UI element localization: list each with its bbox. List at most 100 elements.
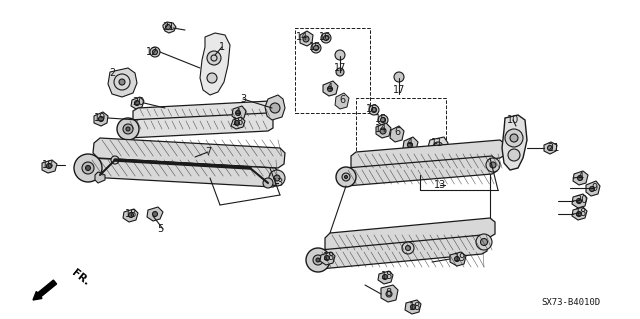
Text: 18: 18 [125,209,137,219]
Circle shape [74,154,102,182]
Text: 13: 13 [272,178,284,188]
Circle shape [476,234,492,250]
Polygon shape [300,31,313,46]
Circle shape [547,145,552,151]
Circle shape [86,166,90,170]
Circle shape [126,127,130,131]
Circle shape [510,134,518,142]
Circle shape [380,128,386,134]
Polygon shape [586,181,600,196]
Circle shape [306,248,330,272]
Circle shape [311,43,321,53]
Circle shape [234,121,239,125]
Circle shape [378,115,388,125]
Text: 21: 21 [162,22,174,32]
Polygon shape [133,101,275,125]
Polygon shape [200,33,230,95]
Circle shape [336,68,344,76]
Polygon shape [544,142,557,154]
Circle shape [433,142,443,152]
Circle shape [406,246,410,250]
Circle shape [342,173,350,181]
Circle shape [207,51,221,65]
Circle shape [269,170,285,186]
Text: SX73-B4010D: SX73-B4010D [541,298,600,307]
Polygon shape [341,156,497,186]
Polygon shape [131,97,144,109]
Text: 18: 18 [323,252,335,262]
Polygon shape [123,209,138,222]
Polygon shape [403,137,418,152]
Text: 19: 19 [94,113,106,123]
Polygon shape [378,271,393,284]
Circle shape [323,35,328,41]
Polygon shape [123,113,273,138]
Text: 6: 6 [339,95,345,105]
Circle shape [117,118,139,140]
Polygon shape [147,207,163,221]
Polygon shape [265,95,285,120]
Polygon shape [351,140,505,170]
Circle shape [394,72,404,82]
Circle shape [236,110,241,115]
Text: 18: 18 [409,302,421,312]
Circle shape [577,175,582,181]
Polygon shape [390,126,404,142]
Polygon shape [94,112,108,126]
Text: 18: 18 [42,160,54,170]
Circle shape [410,305,415,309]
Circle shape [324,256,330,261]
Polygon shape [572,207,587,220]
Polygon shape [323,81,338,96]
Text: 19: 19 [454,253,466,263]
Circle shape [344,175,348,179]
Circle shape [152,49,157,55]
Polygon shape [95,172,105,183]
Polygon shape [428,137,448,157]
Circle shape [152,211,157,217]
Text: 11: 11 [431,138,443,148]
Circle shape [99,116,104,122]
Text: 9: 9 [591,183,597,193]
Circle shape [589,187,595,191]
Circle shape [335,50,345,60]
Polygon shape [325,218,495,252]
Polygon shape [502,115,527,170]
Text: 20: 20 [575,195,587,205]
Text: 18: 18 [381,271,393,281]
Circle shape [207,73,217,83]
Text: 15: 15 [375,114,387,124]
Circle shape [381,117,385,122]
Polygon shape [320,252,335,265]
Polygon shape [376,123,391,138]
Polygon shape [572,194,587,208]
Polygon shape [335,93,349,109]
Text: 16: 16 [319,32,331,42]
Text: 4: 4 [407,138,413,148]
Circle shape [505,129,523,147]
Polygon shape [450,252,466,266]
Circle shape [303,36,309,42]
Polygon shape [315,235,487,269]
Circle shape [577,198,582,204]
Polygon shape [231,117,245,129]
Circle shape [328,86,333,92]
Polygon shape [83,158,280,187]
Polygon shape [93,138,285,168]
Polygon shape [405,300,421,314]
Circle shape [274,175,280,181]
Circle shape [166,25,170,29]
Text: 3: 3 [240,94,246,104]
Circle shape [386,291,392,297]
Text: 6: 6 [394,127,400,137]
Circle shape [408,143,413,147]
Text: 5: 5 [157,224,163,234]
Text: 13: 13 [434,180,446,190]
Text: 17: 17 [393,85,405,95]
Bar [356,98,446,168]
Text: 4: 4 [327,83,333,93]
Circle shape [111,156,119,164]
Polygon shape [573,171,588,185]
Circle shape [490,162,496,168]
Circle shape [150,47,160,57]
